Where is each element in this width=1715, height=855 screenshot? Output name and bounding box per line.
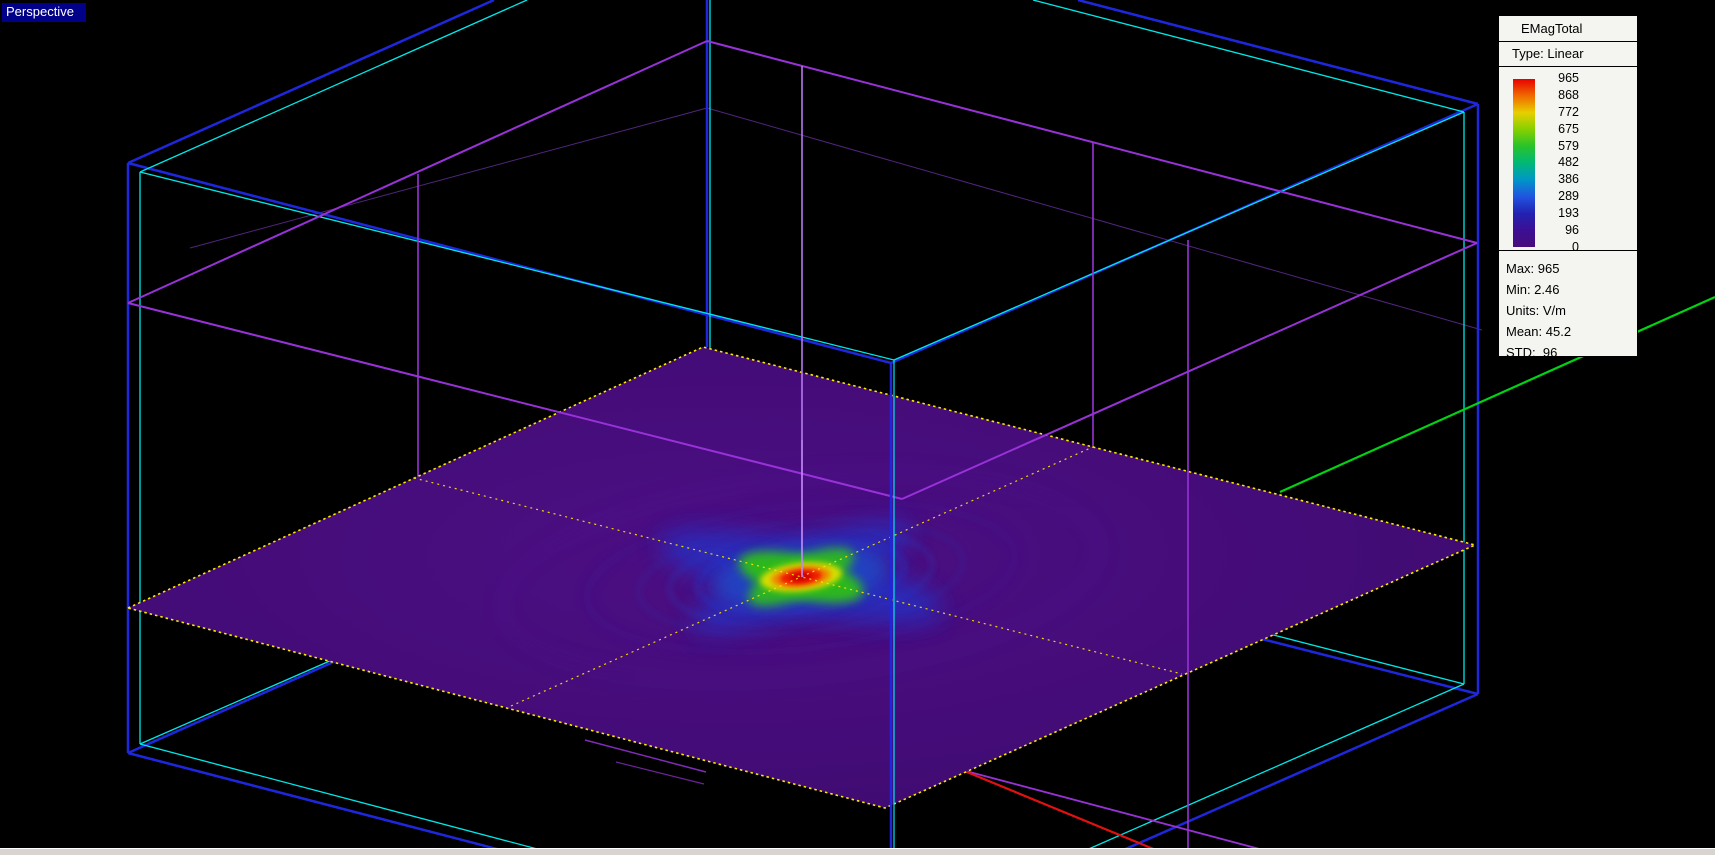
hotspot [660, 521, 942, 633]
legend-tick: 289 [1558, 189, 1579, 204]
legend-stat-line: Units: V/m [1506, 303, 1566, 318]
mesh-box-edge [584, 739, 707, 773]
pml-box-edge [139, 743, 561, 855]
legend-color-scale: 965 868 772 675 579 482 386 289 193 96 0 [1499, 67, 1637, 254]
pml-box-edge [1074, 683, 1465, 855]
pml-box-edge [1032, 0, 1465, 113]
mesh-box-edges [127, 40, 1478, 855]
legend-stat-line: Max: 965 [1506, 261, 1560, 276]
pml-box-edge [139, 171, 895, 361]
view-mode-label: Perspective [2, 3, 86, 22]
legend-stats: Max: 965 Min: 2.46 Units: V/m Mean: 45.2 STD… [1499, 251, 1637, 363]
mesh-box-edge [901, 242, 1478, 500]
field-plane[interactable] [125, 346, 1478, 809]
field-legend: EMagTotal Type: Linear 965 868 772 675 579 48… [1498, 15, 1638, 360]
pml-box-edge [139, 0, 528, 173]
pml-box-edge [893, 111, 1465, 361]
legend-tick: 386 [1558, 172, 1579, 187]
mesh-box-front-edges [127, 240, 1478, 848]
legend-colorbar [1513, 79, 1535, 247]
window-bottom-edge [0, 848, 1715, 855]
pml-box-edge [1253, 629, 1465, 685]
legend-tick: 579 [1558, 138, 1579, 153]
domain-box-edge [127, 658, 339, 755]
legend-tick: 675 [1558, 121, 1579, 136]
field-ripples [497, 467, 1105, 687]
mesh-box-edge [961, 769, 1283, 855]
domain-box-edge [127, 161, 892, 365]
legend-tick: 772 [1558, 104, 1579, 119]
legend-tick: 96 [1565, 223, 1579, 238]
legend-stat-line: STD: 96 [1506, 345, 1558, 360]
legend-scale-type: Type: Linear [1499, 42, 1637, 67]
x-axis-line [944, 761, 1169, 855]
pml-box-edge [139, 652, 349, 745]
mesh-box-edge [127, 302, 903, 500]
y-axis-line [1279, 295, 1715, 494]
domain-box-edge [127, 0, 495, 165]
domain-box-edge [1261, 637, 1479, 696]
legend-title: EMagTotal [1499, 16, 1637, 42]
legend-stat-line: Mean: 45.2 [1506, 324, 1572, 339]
legend-tick: 868 [1558, 87, 1579, 102]
legend-tick: 0 [1572, 239, 1579, 254]
mesh-box-edge [706, 40, 1478, 244]
domain-box-edge [1111, 692, 1479, 855]
pml-box-edges [139, 0, 1465, 855]
domain-box-edge [127, 751, 521, 855]
domain-box-edge [1077, 0, 1479, 106]
plane-axis-dotted-lines [413, 445, 1183, 707]
legend-stat-line: Min: 2.46 [1506, 282, 1560, 297]
legend-tick: 193 [1558, 206, 1579, 221]
mesh-box-edge [615, 761, 705, 785]
legend-tick: 482 [1558, 155, 1579, 170]
mesh-box-hidden-edges [189, 107, 1483, 331]
legend-tick-values: 965 868 772 675 579 482 386 289 193 96 0 [1541, 71, 1579, 255]
mesh-box-edge [127, 40, 708, 304]
legend-tick: 965 [1558, 71, 1579, 85]
